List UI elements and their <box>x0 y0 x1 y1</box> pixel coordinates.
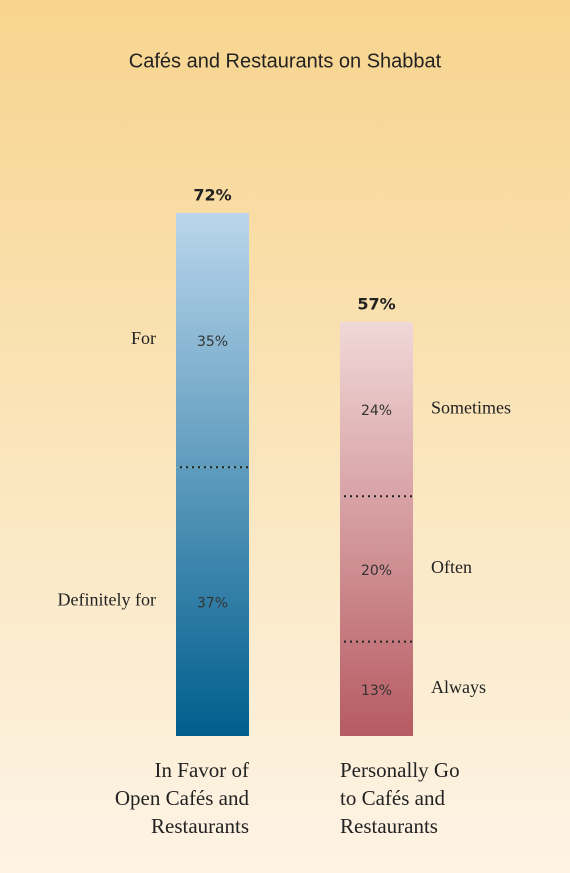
chart-title: Cafés and Restaurants on Shabbat <box>129 50 442 72</box>
segment-name: For <box>131 328 156 348</box>
total-label: 57% <box>357 294 395 313</box>
bar-segment <box>176 467 249 736</box>
bar-segment <box>340 321 413 497</box>
value-label: 13% <box>361 683 392 699</box>
value-label: 35% <box>197 334 228 350</box>
value-label: 24% <box>361 403 392 419</box>
total-label: 72% <box>193 186 231 205</box>
bar-segment <box>340 496 413 642</box>
bar-segment <box>340 641 413 736</box>
value-label: 37% <box>197 596 228 612</box>
category-label: Personally Go to Cafés and Restaurants <box>340 758 460 838</box>
segment-name: Sometimes <box>431 397 511 417</box>
segment-name: Always <box>431 677 486 697</box>
value-label: 20% <box>361 563 392 579</box>
segment-name: Often <box>431 557 472 577</box>
category-label: In Favor of Open Cafés and Restaurants <box>114 758 249 838</box>
segment-name: Definitely for <box>58 590 156 610</box>
bar-segment <box>176 213 249 468</box>
